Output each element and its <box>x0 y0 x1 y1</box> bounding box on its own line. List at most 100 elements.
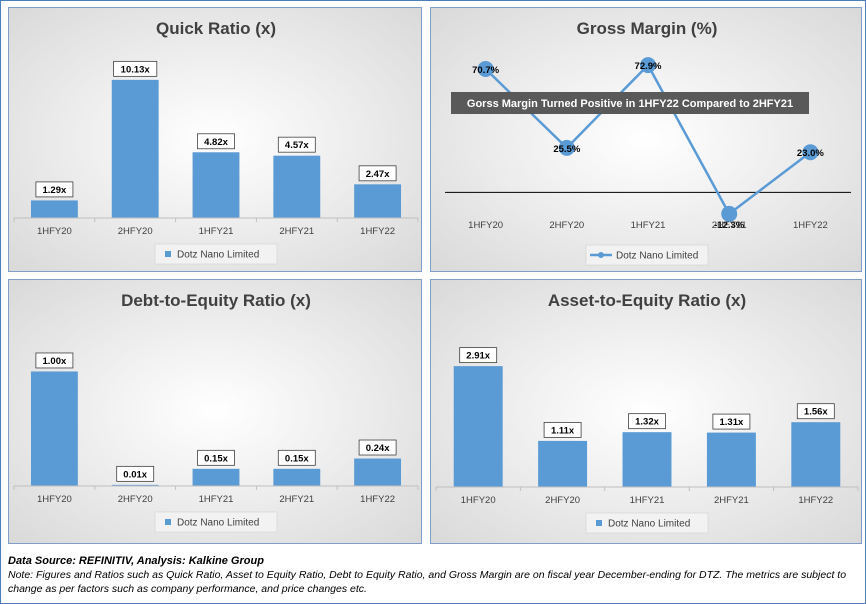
data-label-2hfy20-box <box>113 60 158 77</box>
x-tick-1hfy22: 1HFY22 <box>798 495 833 506</box>
data-label-2hfy20: 10.13x <box>121 64 151 75</box>
data-label-2hfy21: 0.15x <box>285 453 309 464</box>
x-tick-1hfy22: 1HFY22 <box>360 226 395 237</box>
bar-1hfy20 <box>30 371 78 486</box>
x-tick-1hfy21: 1HFY21 <box>199 494 234 505</box>
gross-margin-panel: Gross Margin (%) 70.7% 1HFY20 25.5% 2HFY20 72… <box>430 7 862 272</box>
data-label-2hfy21-box <box>277 449 316 466</box>
bar-2hfy20 <box>538 440 588 487</box>
data-label-1hfy21: 0.15x <box>204 453 228 464</box>
footer: Data Source: REFINITIV, Analysis: Kalkin… <box>8 554 858 596</box>
asset-to-equity-panel: Asset-to-Equity Ratio (x) 2.91x 1HFY20 1.11… <box>430 279 862 544</box>
note-text: Note: Figures and Ratios such as Quick R… <box>8 569 847 595</box>
data-label-1hfy21: 4.82x <box>204 137 228 148</box>
chart-svg: Asset-to-Equity Ratio (x) 2.91x 1HFY20 1.11… <box>435 291 859 534</box>
legend-box <box>154 511 278 533</box>
legend-label: Dotz Nano Limited <box>616 251 698 262</box>
x-tick-1hfy20: 1HFY20 <box>37 226 72 237</box>
bar-2hfy21 <box>273 468 321 486</box>
legend-box <box>154 243 278 265</box>
bar-2hfy21 <box>273 155 321 218</box>
data-source-text: Data Source: REFINITIV, Analysis: Kalkin… <box>8 555 264 567</box>
chart-svg: Gross Margin (%) 70.7% 1HFY20 25.5% 2HFY20 72… <box>445 19 851 266</box>
data-label-1hfy22-box <box>796 403 835 420</box>
chart-title: Asset-to-Equity Ratio (x) <box>548 291 746 310</box>
legend-label: Dotz Nano Limited <box>177 250 259 261</box>
bar-1hfy21 <box>192 468 240 486</box>
annotation-text: Gorss Margin Turned Positive in 1HFY22 C… <box>467 98 793 110</box>
data-label-1hfy20: 2.91x <box>466 351 490 362</box>
data-label-2hfy21-box <box>712 413 751 430</box>
legend-label: Dotz Nano Limited <box>177 518 259 529</box>
data-label-2hfy20-box <box>116 465 155 482</box>
data-label-2hfy21: -12.3% <box>714 220 745 231</box>
data-label-1hfy20: 1.29x <box>43 185 67 196</box>
bar-1hfy20 <box>30 200 78 218</box>
data-label-2hfy20-box <box>543 421 582 438</box>
data-label-1hfy21-box <box>628 413 666 430</box>
data-label-1hfy20: 70.7% <box>472 65 499 76</box>
data-label-1hfy22: 23.0% <box>797 148 824 159</box>
x-tick-1hfy21: 1HFY21 <box>199 226 234 237</box>
data-label-2hfy21: 1.31x <box>720 417 744 428</box>
series-line <box>484 63 812 216</box>
point-2hfy21 <box>721 205 738 222</box>
x-tick-2hfy20: 2HFY20 <box>118 226 153 237</box>
chart-title: Debt-to-Equity Ratio (x) <box>121 291 311 310</box>
bar-2hfy20 <box>111 79 159 218</box>
data-label-1hfy21: 72.9% <box>635 61 662 72</box>
x-tick-1hfy20: 1HFY20 <box>461 495 496 506</box>
data-label-1hfy20-box <box>35 181 74 198</box>
data-label-1hfy21-box <box>197 449 235 466</box>
debt-to-equity-panel: Debt-to-Equity Ratio (x) 1.00x 1HFY20 0.01x… <box>8 279 422 544</box>
chart-svg: Debt-to-Equity Ratio (x) 1.00x 1HFY20 0.01x… <box>13 291 419 533</box>
data-label-1hfy21: 1.32x <box>635 417 659 428</box>
x-tick-2hfy20: 2HFY20 <box>545 495 580 506</box>
bar-2hfy20 <box>111 484 159 486</box>
bar-1hfy22 <box>791 422 841 487</box>
legend-box <box>585 244 709 266</box>
chart-title: Gross Margin (%) <box>577 19 718 38</box>
x-tick-1hfy22: 1HFY22 <box>360 494 395 505</box>
point-2hfy20 <box>558 139 575 156</box>
data-label-1hfy22-box <box>358 165 397 182</box>
chart-title: Quick Ratio (x) <box>156 19 276 38</box>
point-1hfy20 <box>477 60 494 77</box>
x-tick-1hfy20: 1HFY20 <box>37 494 72 505</box>
bar-1hfy20 <box>453 366 503 487</box>
bar-1hfy21 <box>622 432 672 487</box>
data-label-1hfy21-box <box>197 133 235 150</box>
data-label-1hfy20-box <box>459 347 498 364</box>
chart-svg: Quick Ratio (x) 1.29x 1HFY20 10.13x 2HFY20 4.… <box>13 19 419 265</box>
point-1hfy22 <box>802 144 819 161</box>
bar-2hfy21 <box>706 432 756 487</box>
data-label-2hfy20: 25.5% <box>553 144 580 155</box>
annotation-box <box>451 92 809 114</box>
data-label-2hfy20: 0.01x <box>123 469 147 480</box>
data-label-1hfy20-box <box>35 352 74 369</box>
data-label-1hfy22: 0.24x <box>366 443 390 454</box>
legend-box <box>585 512 709 534</box>
x-tick-1hfy22: 1HFY22 <box>793 220 828 231</box>
bar-1hfy22 <box>354 184 402 218</box>
x-tick-2hfy21: 2HFY21 <box>714 495 749 506</box>
data-label-2hfy21-box <box>277 136 316 153</box>
data-label-2hfy21: 4.57x <box>285 140 309 151</box>
x-tick-1hfy21: 1HFY21 <box>630 495 665 506</box>
x-tick-1hfy21: 1HFY21 <box>631 220 666 231</box>
legend-marker <box>598 252 604 258</box>
x-tick-2hfy20: 2HFY20 <box>118 494 153 505</box>
data-label-2hfy20: 1.11x <box>551 425 575 436</box>
x-tick-2hfy21: 2HFY21 <box>712 220 747 231</box>
bar-1hfy21 <box>192 152 240 218</box>
legend-swatch <box>165 519 171 525</box>
legend-swatch <box>596 520 602 526</box>
bar-1hfy22 <box>354 458 402 486</box>
x-tick-2hfy21: 2HFY21 <box>279 226 314 237</box>
x-tick-1hfy20: 1HFY20 <box>468 220 503 231</box>
legend-label: Dotz Nano Limited <box>608 519 690 530</box>
legend-swatch <box>165 251 171 257</box>
data-label-1hfy22: 1.56x <box>804 407 828 418</box>
x-tick-2hfy20: 2HFY20 <box>549 220 584 231</box>
